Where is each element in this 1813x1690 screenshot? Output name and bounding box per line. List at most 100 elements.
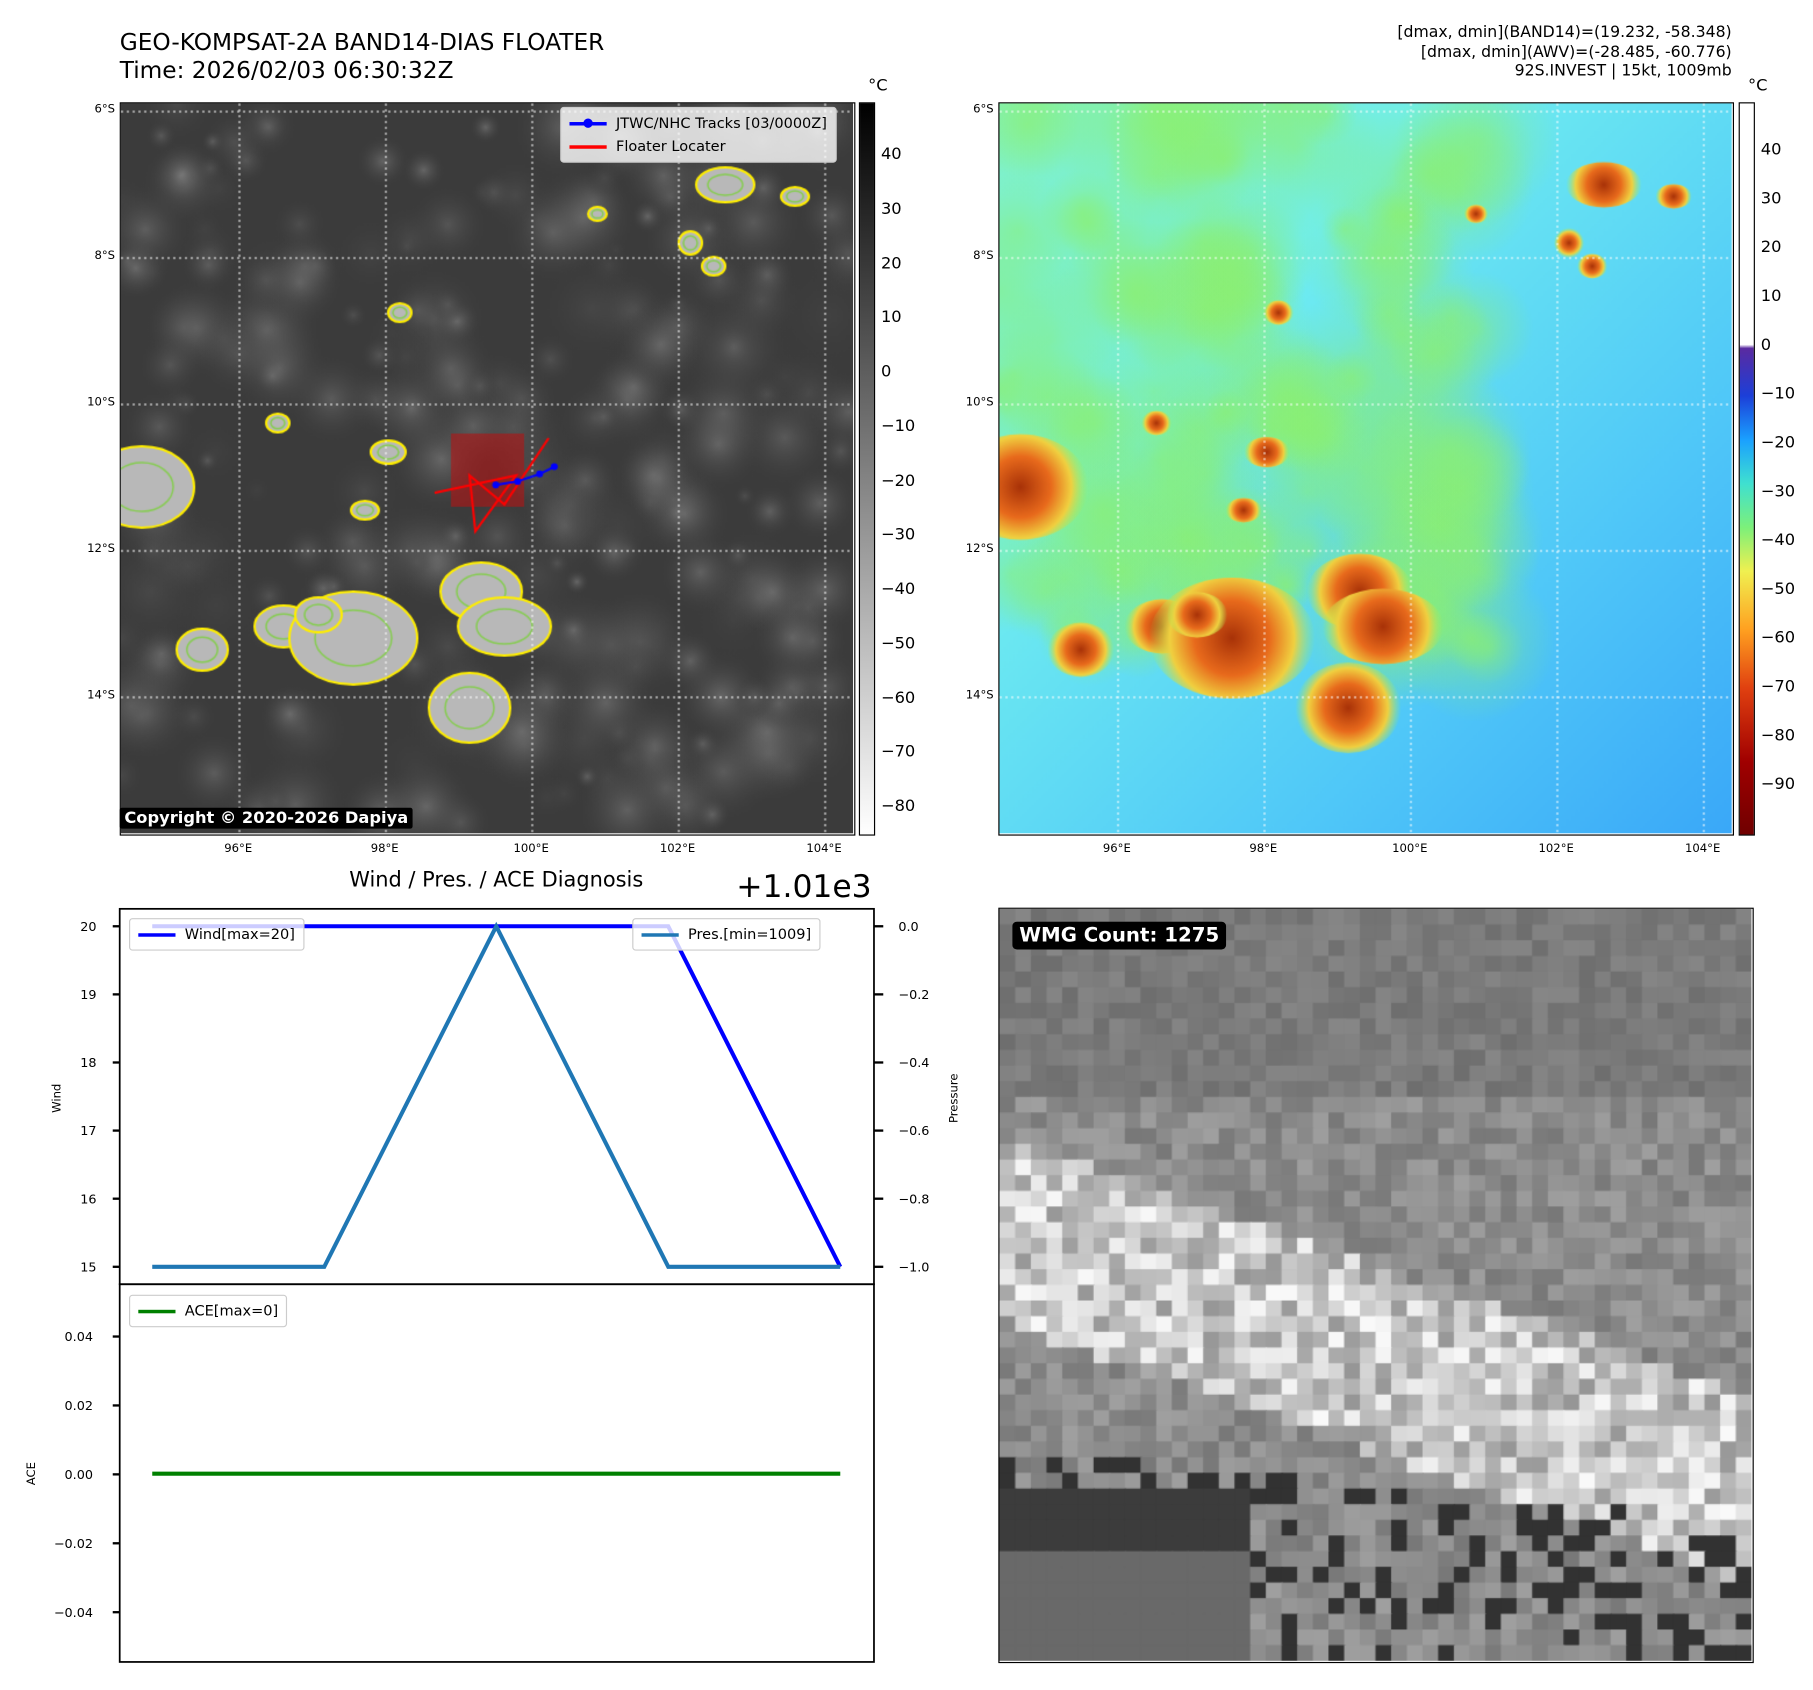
ir-colorbar-tick: −30 — [880, 525, 916, 545]
ir-colorbar-tick: 30 — [880, 199, 902, 219]
ir-colorbar-tick: −10 — [880, 416, 916, 436]
pressure-tick-label: −0.4 — [898, 1056, 929, 1071]
pressure-legend-label: Pres.[min=1009] — [688, 925, 812, 943]
wmg-image — [999, 908, 1752, 1661]
pressure-tick-label: −1.0 — [898, 1260, 929, 1275]
awv-colorbar-tick: −60 — [1760, 628, 1796, 648]
pressure-tick-label: −0.2 — [898, 988, 929, 1003]
lon-tick-label: 100°E — [513, 842, 549, 856]
ace-line-icon — [138, 1309, 176, 1313]
awv-colorbar — [1738, 102, 1755, 836]
title-line-1: GEO-KOMPSAT-2A BAND14-DIAS FLOATER — [119, 27, 605, 56]
lat-tick-label: 12°S — [965, 542, 994, 556]
pressure-tick-label: 0.0 — [898, 920, 918, 935]
awv-colorbar-tick: −30 — [1760, 482, 1796, 501]
wind-legend: Wind[max=20] — [129, 918, 305, 951]
wind-tick-label: 16 — [80, 1192, 96, 1207]
awv-colorbar-tick: 40 — [1760, 140, 1782, 160]
awv-colorbar-unit: °C — [1747, 76, 1768, 96]
lon-tick-label: 104°E — [806, 842, 842, 856]
lon-tick-label: 98°E — [1249, 842, 1278, 856]
wind-legend-label: Wind[max=20] — [184, 925, 295, 943]
ir-colorbar-tick: −60 — [880, 688, 916, 708]
ace-legend: ACE[max=0] — [129, 1294, 288, 1328]
awv-map-panel — [998, 102, 1735, 836]
pressure-legend: Pres.[min=1009] — [632, 918, 821, 951]
wmg-panel — [998, 907, 1754, 1664]
awv-colorbar-tick: 30 — [1760, 189, 1782, 209]
wind-tick-label: 15 — [80, 1260, 96, 1275]
ir-colorbar — [858, 102, 876, 836]
ir-colorbar-tick: −40 — [880, 579, 916, 599]
awv-colorbar-tick: −50 — [1760, 579, 1796, 599]
lat-tick-label: 6°S — [94, 103, 116, 117]
ace-tick-label: −0.02 — [54, 1537, 93, 1552]
lon-tick-label: 96°E — [1102, 842, 1131, 856]
ir-colorbar-tick: −20 — [880, 471, 916, 490]
wmg-count-badge: WMG Count: 1275 — [1012, 921, 1227, 950]
ace-axes — [118, 1283, 875, 1663]
ir-colorbar-tick: −80 — [880, 797, 916, 816]
ir-colorbar-tick: 10 — [880, 308, 902, 327]
floater-line-icon — [569, 144, 607, 149]
lon-tick-label: 102°E — [659, 842, 696, 856]
ir-colorbar-unit: °C — [868, 76, 888, 96]
wind-series-line — [152, 924, 843, 1268]
stats-info: [dmax, dmin](BAND14)=(19.232, -58.348) [… — [1397, 23, 1731, 81]
title-timestamp: Time: 2026/02/03 06:30:32Z — [119, 55, 454, 84]
pressure-tick-label: −0.6 — [898, 1124, 929, 1139]
ace-tick-label: 0.00 — [65, 1468, 93, 1483]
lon-tick-label: 100°E — [1392, 842, 1428, 856]
ace-tick-label: −0.04 — [54, 1606, 93, 1621]
pressure-axis-label: Pressure — [947, 1073, 961, 1123]
ace-tick-label: 0.04 — [65, 1330, 93, 1345]
lon-tick-label: 98°E — [370, 842, 399, 856]
legend-tracks-label: JTWC/NHC Tracks [03/0000Z] — [615, 113, 827, 132]
awv-colorbar-tick: −90 — [1760, 775, 1796, 794]
legend-floater-label: Floater Locater — [615, 137, 726, 155]
awv-colorbar-tick: −70 — [1760, 677, 1796, 697]
lat-tick-label: 10°S — [87, 396, 116, 410]
ir-satellite-image — [120, 103, 854, 834]
awv-colorbar-tick: −40 — [1760, 531, 1796, 550]
lon-tick-label: 102°E — [1538, 842, 1574, 856]
pressure-tick-label: −0.8 — [898, 1192, 929, 1207]
lat-tick-label: 6°S — [973, 103, 994, 117]
ir-colorbar-tick: 20 — [880, 253, 902, 273]
ir-colorbar-tick: −50 — [880, 634, 916, 653]
lon-tick-label: 104°E — [1684, 842, 1721, 856]
awv-colorbar-tick: −10 — [1760, 384, 1796, 404]
lat-tick-label: 14°S — [87, 689, 116, 702]
wind-tick-label: 17 — [80, 1124, 96, 1139]
awv-satellite-image — [999, 103, 1732, 834]
awv-colorbar-tick: −20 — [1760, 433, 1796, 453]
awv-colorbar-tick: −80 — [1760, 726, 1796, 745]
ace-legend-label: ACE[max=0] — [184, 1301, 279, 1320]
lat-tick-label: 14°S — [965, 689, 994, 702]
awv-colorbar-tick: 10 — [1760, 287, 1782, 306]
wind-axis-label: Wind — [49, 1084, 63, 1113]
awv-colorbar-tick: 0 — [1760, 335, 1772, 355]
wind-tick-label: 18 — [80, 1056, 96, 1071]
storm-info: 92S.INVEST | 15kt, 1009mb — [1514, 61, 1732, 81]
wind-tick-label: 20 — [80, 920, 96, 935]
wind-line-icon — [138, 932, 176, 937]
band14-range: [dmax, dmin](BAND14)=(19.232, -58.348) — [1397, 23, 1732, 42]
ace-axis-label: ACE — [24, 1462, 38, 1485]
ir-colorbar-tick: 0 — [880, 362, 892, 382]
map-legend: JTWC/NHC Tracks [03/0000Z] Floater Locat… — [560, 106, 837, 163]
ir-colorbar-tick: −70 — [880, 742, 916, 762]
ir-map-panel — [119, 102, 856, 836]
awv-range: [dmax, dmin](AWV)=(-28.485, -60.776) — [1420, 42, 1732, 62]
ace-tick-label: 0.02 — [65, 1399, 93, 1414]
pressure-line-icon — [641, 932, 679, 937]
wind-pressure-axes — [118, 907, 875, 1286]
awv-colorbar-tick: 20 — [1760, 238, 1782, 257]
lon-tick-label: 96°E — [224, 842, 253, 856]
ir-colorbar-tick: 40 — [880, 145, 902, 164]
track-line-icon — [569, 118, 607, 128]
wind-tick-label: 19 — [80, 988, 96, 1003]
lat-tick-label: 8°S — [973, 249, 994, 263]
figure-title: GEO-KOMPSAT-2A BAND14-DIAS FLOATER Time:… — [120, 28, 605, 84]
